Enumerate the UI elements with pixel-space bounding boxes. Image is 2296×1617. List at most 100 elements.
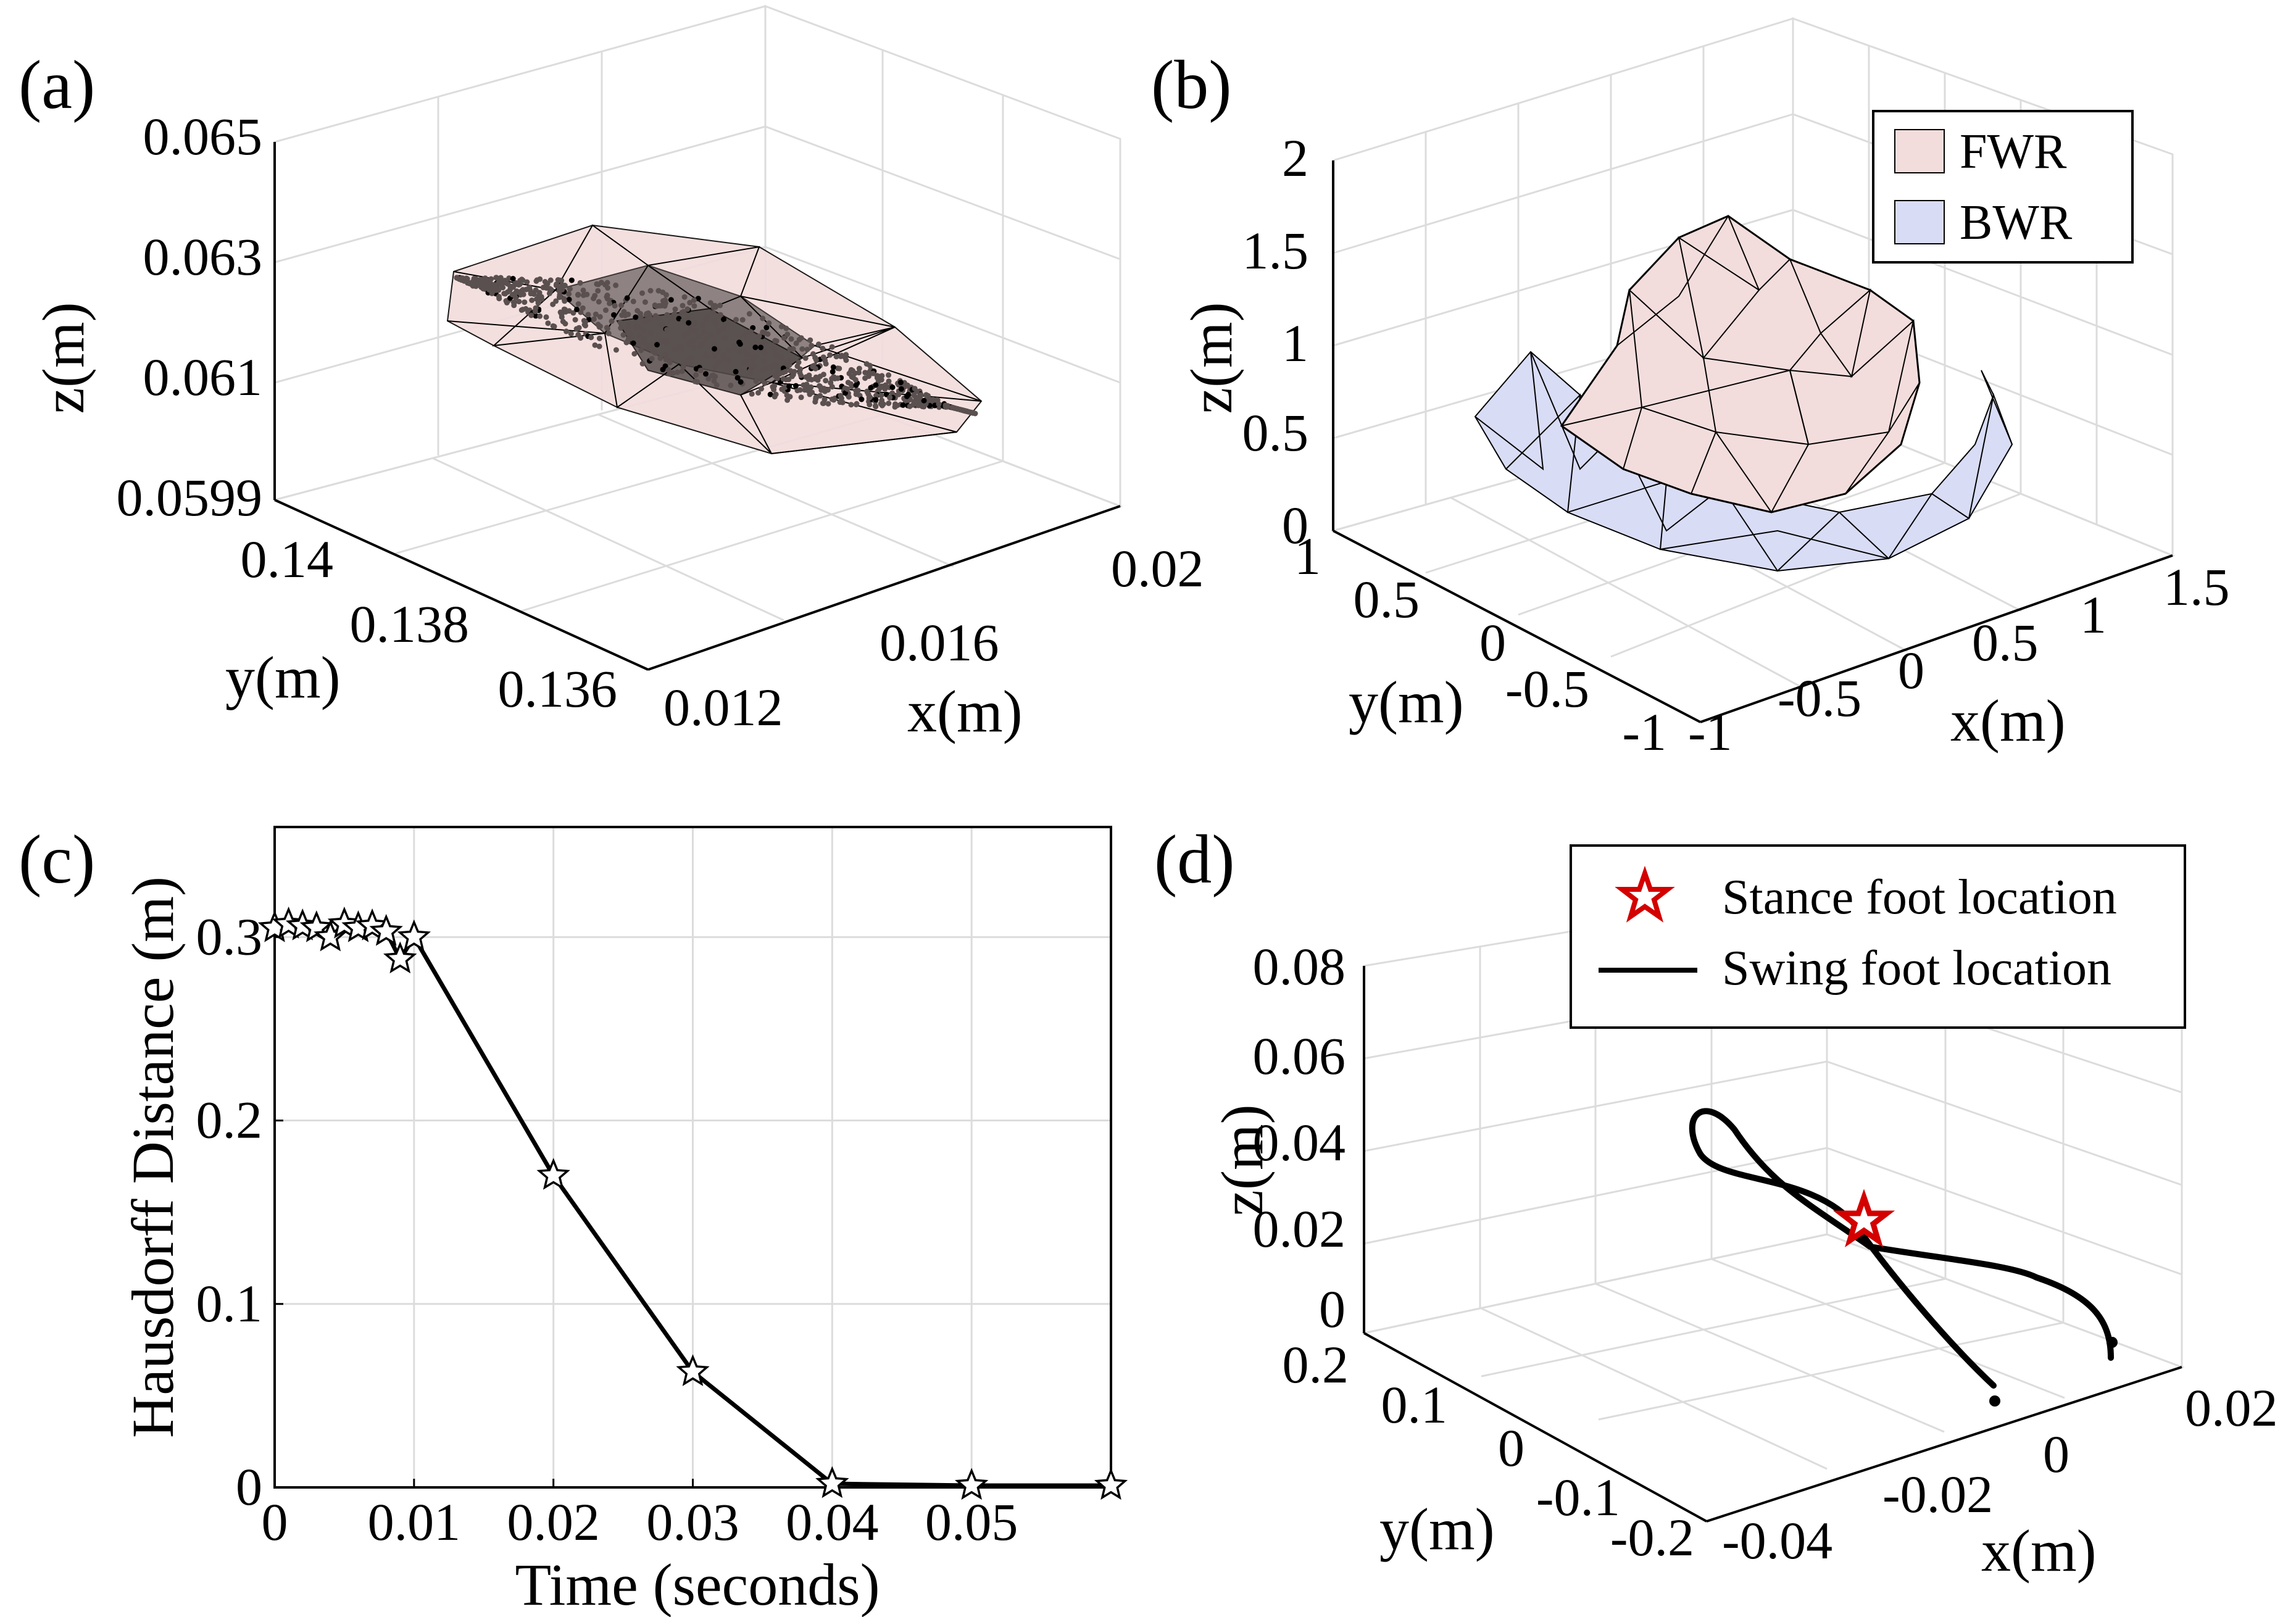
panel-a-point — [720, 325, 726, 331]
panel-a-point — [873, 382, 879, 388]
legend-stance-star-icon — [1615, 865, 1675, 923]
panel-a-point — [636, 340, 643, 346]
panel-a-point — [737, 349, 742, 355]
panel-c-markers — [257, 906, 1128, 1500]
panel-a-point — [693, 366, 699, 372]
panel-a-point — [762, 380, 768, 386]
panel-a-point — [695, 296, 701, 302]
panel-d: (d) — [1154, 821, 2278, 1584]
panel-a: (a) — [19, 4, 1204, 744]
panel-b-tag: (b) — [1151, 47, 1232, 123]
panel-a-point — [657, 355, 663, 361]
panel-a-point — [703, 335, 709, 341]
panel-a-y-axis — [274, 499, 649, 671]
panel-a-point — [870, 370, 876, 376]
panel-a-point — [797, 387, 803, 393]
panel-a-xlabel: x(m) — [907, 678, 1023, 744]
panel-a-point — [537, 313, 543, 319]
panel-a-point — [820, 372, 826, 378]
panel-a-point — [612, 302, 618, 309]
panel-a-point — [662, 351, 668, 357]
panel-a-point — [786, 362, 792, 368]
panel-d-swing-end-marker — [1989, 1395, 2000, 1407]
panel-a-point — [597, 314, 603, 320]
panel-d-ylabel: y(m) — [1379, 1496, 1495, 1562]
panel-a-point — [513, 280, 519, 286]
panel-a-point — [799, 346, 805, 352]
panel-a-point — [489, 283, 495, 289]
panel-c-xlabel: Time (seconds) — [515, 1552, 880, 1617]
panel-a-point — [712, 364, 718, 370]
panel-d-xticks: -0.04 -0.02 0 0.02 — [1722, 1378, 2278, 1570]
panel-a-point — [855, 388, 861, 394]
panel-a-ylabel: y(m) — [225, 644, 341, 710]
panel-a-point — [781, 335, 787, 341]
panel-a-point — [710, 310, 716, 316]
panel-a-x-axis — [647, 505, 1121, 671]
panel-a-point — [769, 364, 775, 370]
panel-a-point — [701, 329, 707, 335]
panel-a-point — [642, 340, 648, 346]
panel-a-point — [873, 393, 879, 399]
panel-a-point — [471, 275, 477, 281]
panel-a-point — [767, 391, 773, 397]
panel-a-point — [595, 288, 601, 294]
panel-a-point — [520, 277, 526, 283]
panel-a-point — [711, 318, 717, 324]
panel-a-point — [760, 358, 767, 364]
panel-a-point — [604, 325, 610, 331]
panel-a-point — [605, 330, 612, 336]
panel-a-point — [822, 388, 828, 394]
panel-a-point — [862, 370, 868, 376]
panel-a-point — [692, 378, 698, 385]
panel-a-point — [553, 298, 559, 304]
panel-a-point — [685, 330, 691, 336]
panel-a-point — [823, 378, 829, 384]
panel-a-point — [787, 346, 793, 352]
panel-a-point — [749, 391, 755, 397]
panel-a-point — [812, 365, 818, 372]
panel-a-point — [788, 336, 794, 342]
panel-a-point — [658, 322, 664, 328]
panel-a-point — [626, 322, 632, 328]
panel-a-point — [678, 344, 684, 350]
panel-a-point — [965, 409, 970, 415]
panel-a-point — [905, 397, 911, 404]
panel-b-xtick: 0 — [1898, 641, 1924, 700]
panel-a-point — [545, 320, 551, 326]
panel-a-point — [892, 401, 898, 407]
panel-d-swing-foot-trajectory — [1689, 1108, 2114, 1389]
panel-b-ytick: -1 — [1622, 702, 1666, 762]
panel-a-point — [743, 358, 749, 364]
panel-a-point — [692, 327, 698, 333]
panel-a-xtick: 0.02 — [1111, 539, 1204, 598]
panel-a-point — [568, 277, 575, 283]
panel-a-point — [655, 288, 662, 294]
panel-a-ytick: 0.138 — [350, 594, 470, 654]
panel-a-xtick: 0.016 — [880, 613, 999, 672]
panel-a-point — [514, 288, 520, 294]
panel-a-point — [886, 378, 892, 385]
panel-a-point — [778, 323, 784, 330]
panel-a-point — [510, 284, 516, 290]
panel-a-tag: (a) — [19, 47, 95, 123]
panel-b-zticks: 0 0.5 1 1.5 2 — [1242, 128, 1309, 555]
panel-a-point — [540, 285, 546, 291]
panel-a-point — [538, 294, 544, 300]
panel-a-point — [639, 360, 646, 367]
panel-a-point — [787, 394, 793, 400]
panel-d-y-axis — [1363, 1332, 1707, 1523]
panel-a-point — [708, 331, 714, 338]
panel-a-zticks: 0.0599 0.061 0.063 0.065 — [117, 107, 263, 527]
panel-a-point — [813, 357, 819, 363]
panel-a-point — [659, 338, 665, 344]
panel-a-point — [896, 391, 902, 397]
panel-a-point — [876, 386, 883, 392]
legend-label-stance: Stance foot location — [1722, 870, 2117, 925]
panel-a-point — [680, 318, 686, 324]
panel-a-point — [580, 287, 586, 293]
panel-a-point — [504, 299, 510, 306]
panel-d-ytick: 0 — [1498, 1418, 1524, 1478]
panel-d-tag: (d) — [1154, 821, 1235, 898]
panel-a-point — [780, 370, 786, 376]
